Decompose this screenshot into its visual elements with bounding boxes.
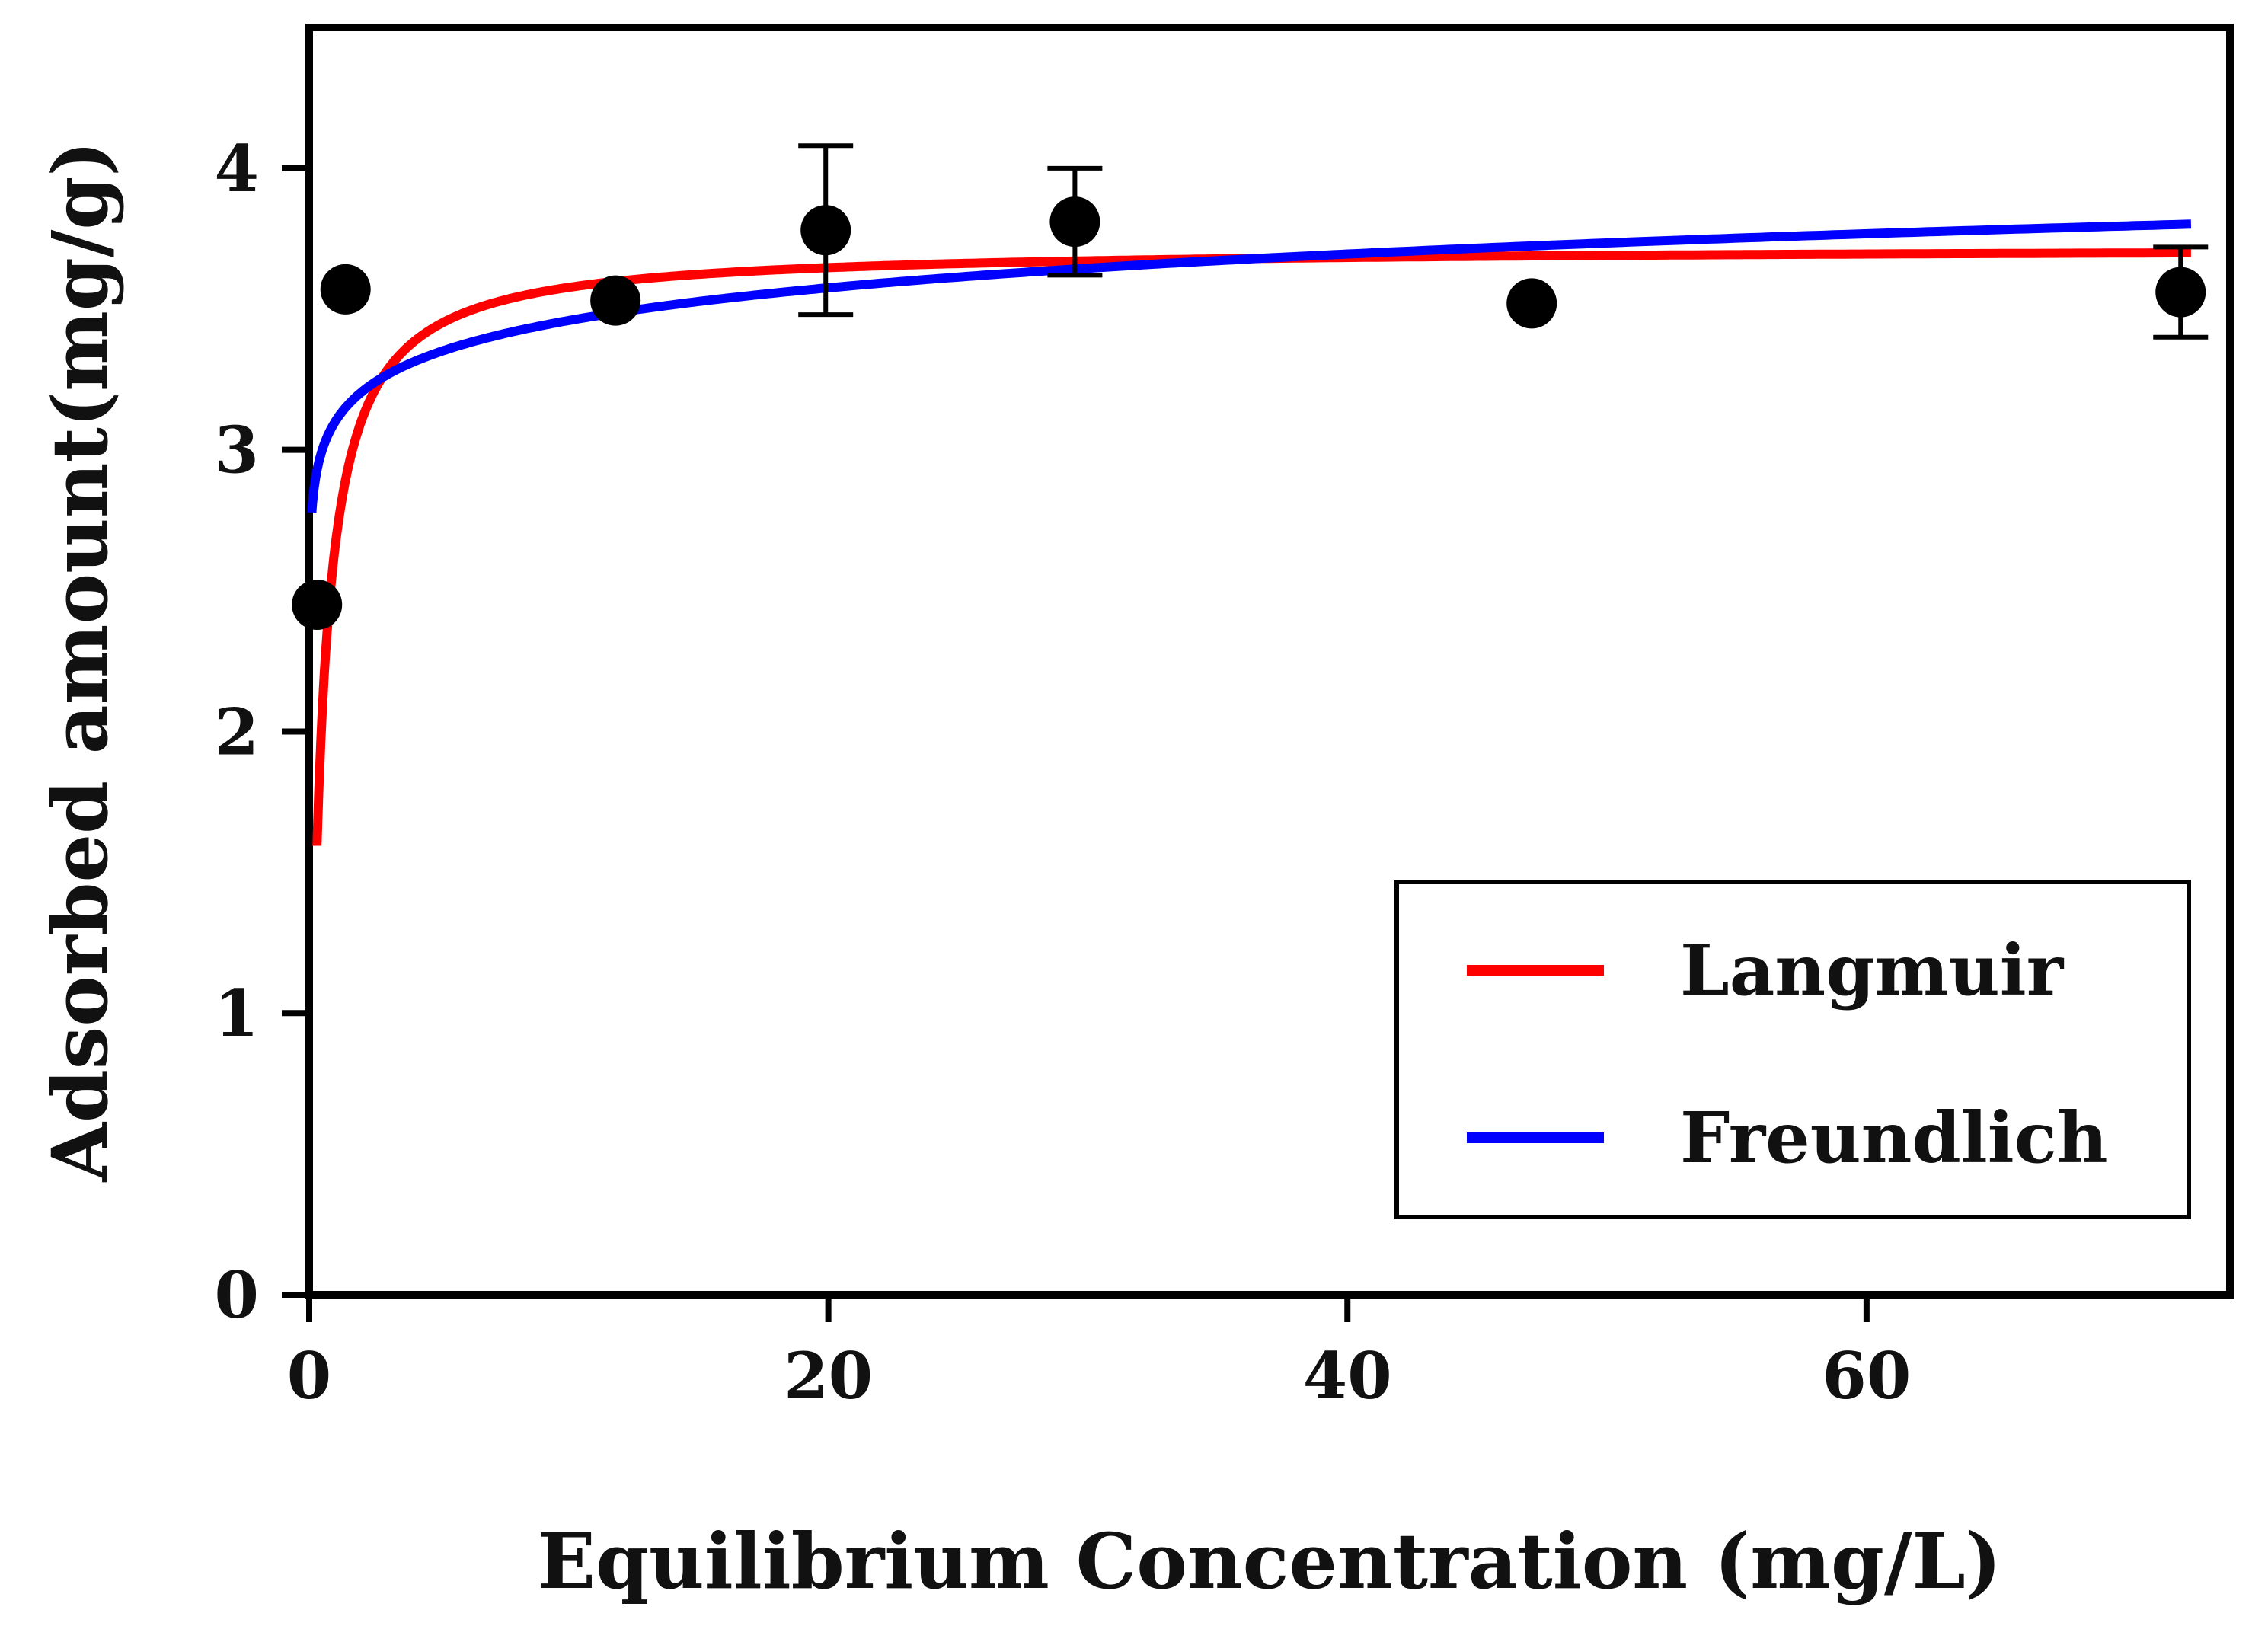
y-tick-label: 3 [215,413,259,488]
x-tick-label: 20 [784,1338,873,1414]
y-tick-label: 1 [215,976,259,1051]
x-axis-title: Equilibrium Concentration (mg/L) [538,1516,2001,1606]
y-tick-label: 2 [215,694,259,769]
data-point [2155,267,2206,318]
data-point [292,580,343,631]
x-tick-label: 60 [1822,1338,1911,1414]
legend: Langmuir Freundlich [1394,880,2191,1219]
fit-curve-freundlich [307,219,2192,517]
data-point [800,205,851,256]
y-tick-label: 0 [215,1257,259,1333]
legend-label-langmuir: Langmuir [1680,929,2065,1011]
axis-ticks: 0 20 40 60 0 1 2 3 4 [215,131,1912,1414]
fit-curve-langmuir [312,248,2191,850]
x-tick-label: 0 [287,1338,331,1414]
legend-label-freundlich: Freundlich [1680,1097,2108,1179]
data-point [1049,196,1100,248]
fit-curves [307,219,2192,850]
x-tick-label: 40 [1303,1338,1392,1414]
y-tick-label: 4 [215,131,259,206]
data-point [590,275,641,326]
legend-box [1394,880,2191,1219]
data-point [1506,278,1557,329]
data-point [320,264,371,315]
data-points [292,143,2209,631]
y-axis-title: Adsorbed amount(mg/g) [35,140,125,1182]
